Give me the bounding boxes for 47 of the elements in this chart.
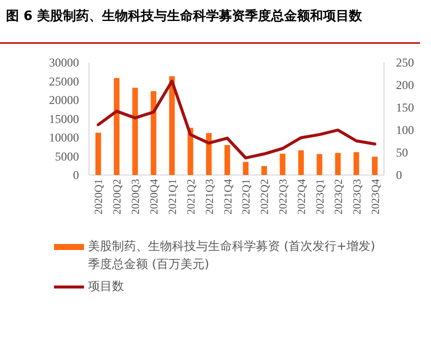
x-tick-label: 2023Q3 — [351, 178, 364, 214]
x-tick-label: 2021Q1 — [166, 179, 179, 214]
x-tick-label: 2023Q2 — [332, 179, 345, 214]
x-tick-label: 2022Q2 — [259, 179, 272, 214]
x-tick-label: 2023Q1 — [314, 179, 326, 214]
x-tick-label: 2023Q4 — [370, 178, 382, 214]
x-tick-label: 2021Q2 — [185, 179, 198, 214]
x-tick-label: 2020Q1 — [93, 179, 106, 214]
y-tick-label: 15000 — [49, 112, 79, 126]
bar — [206, 133, 212, 175]
y2-tick-label: 150 — [396, 100, 414, 115]
x-tick-label: 2022Q1 — [240, 179, 253, 214]
bar — [354, 152, 360, 175]
x-tick-label: 2021Q3 — [204, 178, 216, 214]
bar — [132, 88, 138, 175]
y-tick-label: 25000 — [49, 74, 79, 88]
bar — [114, 78, 120, 175]
y-tick-label: 20000 — [49, 93, 79, 108]
y2-tick-label: 0 — [396, 168, 402, 182]
y2-tick-label: 100 — [396, 123, 414, 138]
y2-tick-label: 250 — [396, 56, 414, 70]
bar — [261, 166, 267, 175]
bar — [242, 162, 249, 175]
y2-tick-label: 50 — [396, 146, 408, 160]
legend-label: 美股制药、生物科技与生命科学募资 (首次发行+增发) 季度总金额 (百万美元) — [88, 239, 380, 271]
y-tick-label: 5000 — [55, 149, 79, 164]
x-tick-label: 2020Q3 — [130, 178, 142, 214]
bar — [372, 156, 378, 175]
bar — [280, 154, 286, 175]
x-tick-label: 2022Q3 — [278, 178, 290, 214]
chart-title: 图 6 美股制药、生物科技与生命科学募资季度总金额和项目数 — [6, 8, 364, 24]
bar — [95, 132, 102, 175]
bar — [169, 76, 175, 175]
bar — [335, 152, 341, 175]
x-tick-label: 2020Q2 — [112, 179, 124, 214]
bar — [316, 154, 322, 175]
y2-tick-label: 200 — [396, 78, 414, 92]
y-tick-label: 30000 — [49, 56, 79, 70]
x-tick-label: 2020Q4 — [148, 178, 161, 214]
legend-label: 项目数 — [88, 279, 124, 293]
bar — [150, 91, 156, 175]
x-tick-label: 2021Q4 — [222, 178, 234, 214]
x-tick-label: 2022Q4 — [296, 178, 308, 214]
y-tick-label: 10000 — [49, 130, 79, 145]
bar — [224, 145, 230, 175]
y-tick-label: 0 — [73, 168, 79, 182]
bar — [298, 150, 304, 175]
